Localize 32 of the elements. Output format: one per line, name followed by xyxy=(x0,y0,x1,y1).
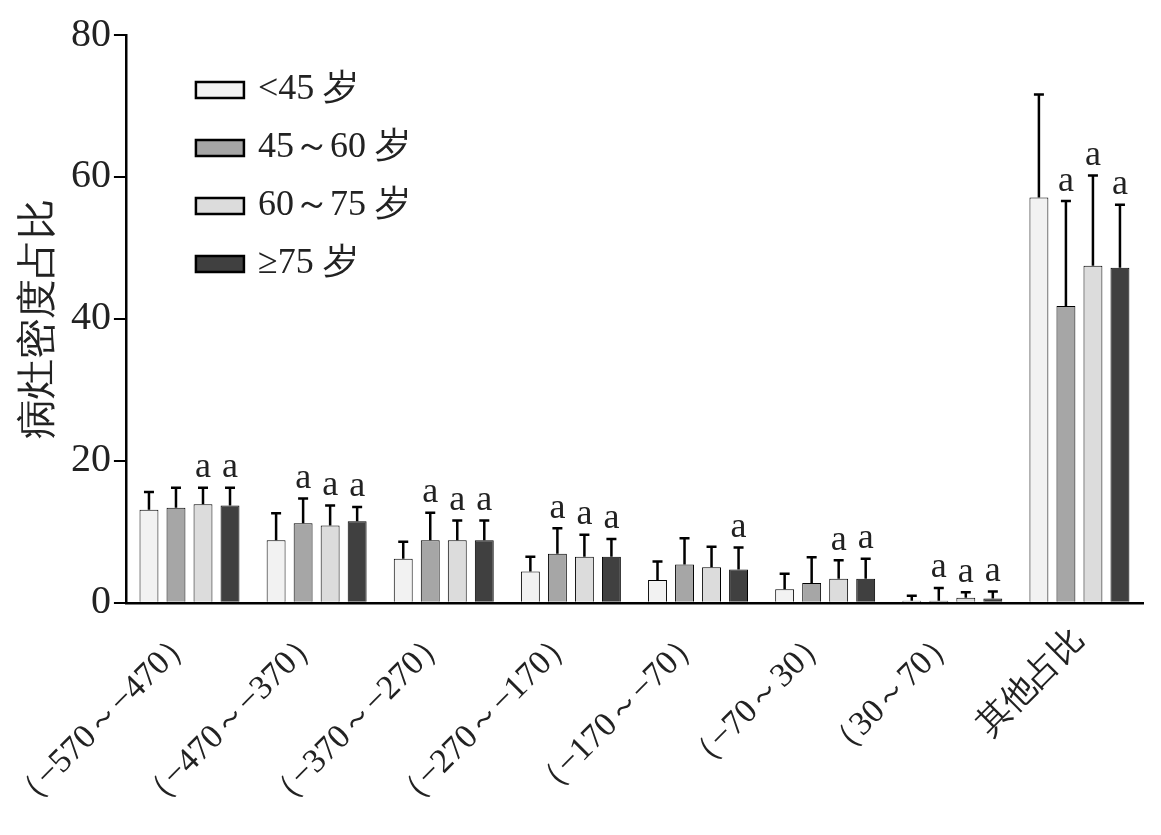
y-tick-label: 0 xyxy=(90,577,111,623)
x-tick-label: 其他占比 xyxy=(968,619,1091,742)
data-label: a xyxy=(576,492,593,533)
data-label: a xyxy=(349,464,366,505)
data-label: a xyxy=(295,455,312,496)
x-tick-label: （30～70） xyxy=(817,619,964,766)
data-label: a xyxy=(449,477,466,518)
data-label: a xyxy=(730,504,747,545)
y-tick-label: 60 xyxy=(70,151,111,197)
legend-label: 45～60 岁 xyxy=(257,125,411,166)
data-label: a xyxy=(1084,132,1101,173)
data-label: a xyxy=(222,445,239,486)
data-label: a xyxy=(476,477,493,518)
data-label: a xyxy=(830,517,847,558)
data-label: a xyxy=(195,445,212,486)
legend-label: ≥75 岁 xyxy=(257,241,359,282)
data-label: a xyxy=(549,485,566,526)
data-label: a xyxy=(1111,162,1128,203)
legend-label: 60～75 岁 xyxy=(257,183,411,224)
data-label: a xyxy=(1057,158,1074,199)
data-label: a xyxy=(603,496,620,537)
y-tick-label: 80 xyxy=(70,9,111,55)
data-label: a xyxy=(422,470,439,511)
data-label: a xyxy=(930,545,947,586)
data-label: a xyxy=(322,463,339,503)
data-label: a xyxy=(857,516,874,557)
data-label: a xyxy=(984,548,1001,589)
data-label: a xyxy=(957,549,974,590)
y-tick-label: 40 xyxy=(70,293,111,339)
y-axis-title: 病灶密度占比 xyxy=(14,198,60,439)
legend-label: <45 岁 xyxy=(257,67,360,108)
y-tick-label: 20 xyxy=(70,435,111,481)
